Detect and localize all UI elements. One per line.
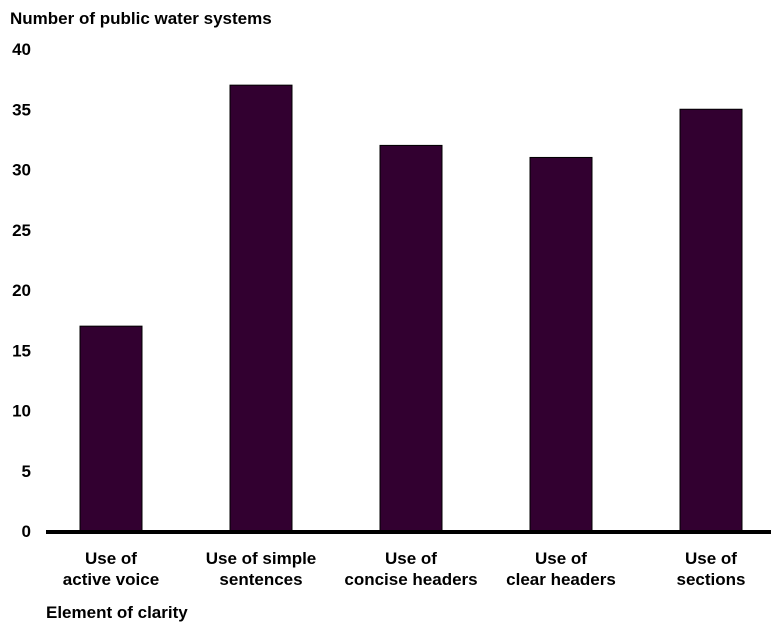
y-tick-labels: 0 5 10 15 20 25 30 35 40 xyxy=(12,40,31,541)
y-tick-label: 0 xyxy=(22,522,31,541)
x-tick-label-line: active voice xyxy=(63,570,159,589)
y-tick-label: 25 xyxy=(12,221,31,240)
bars xyxy=(79,84,743,532)
y-tick-label: 5 xyxy=(22,462,31,481)
x-tick-label: Use of sections xyxy=(677,549,746,589)
y-tick-label: 35 xyxy=(12,100,31,119)
x-axis-title: Element of clarity xyxy=(46,603,188,622)
x-tick-label-line: Use of simple xyxy=(206,549,317,568)
x-tick-label-line: Use of xyxy=(535,549,587,568)
x-tick-label-line: concise headers xyxy=(344,570,477,589)
y-tick-label: 10 xyxy=(12,402,31,421)
y-axis-title: Number of public water systems xyxy=(10,9,272,28)
x-tick-label-line: Use of xyxy=(685,549,737,568)
bar xyxy=(529,156,593,532)
y-tick-label: 15 xyxy=(12,341,31,360)
x-tick-label-line: sections xyxy=(677,570,746,589)
x-tick-label: Use of clear headers xyxy=(506,549,616,589)
y-tick-label: 40 xyxy=(12,40,31,59)
x-tick-label: Use of concise headers xyxy=(344,549,477,589)
bar xyxy=(229,84,293,532)
x-tick-label-line: Use of xyxy=(385,549,437,568)
y-tick-label: 30 xyxy=(12,161,31,180)
x-tick-label-line: sentences xyxy=(219,570,302,589)
bar xyxy=(379,144,443,532)
y-tick-label: 20 xyxy=(12,281,31,300)
bar xyxy=(79,325,143,532)
bar xyxy=(679,108,743,532)
x-tick-label: Use of active voice xyxy=(63,549,159,589)
x-tick-label-line: Use of xyxy=(85,549,137,568)
x-tick-labels: Use of active voice Use of simple sentences… xyxy=(63,549,746,589)
x-tick-label: Use of simple sentences xyxy=(206,549,317,589)
x-tick-label-line: clear headers xyxy=(506,570,616,589)
